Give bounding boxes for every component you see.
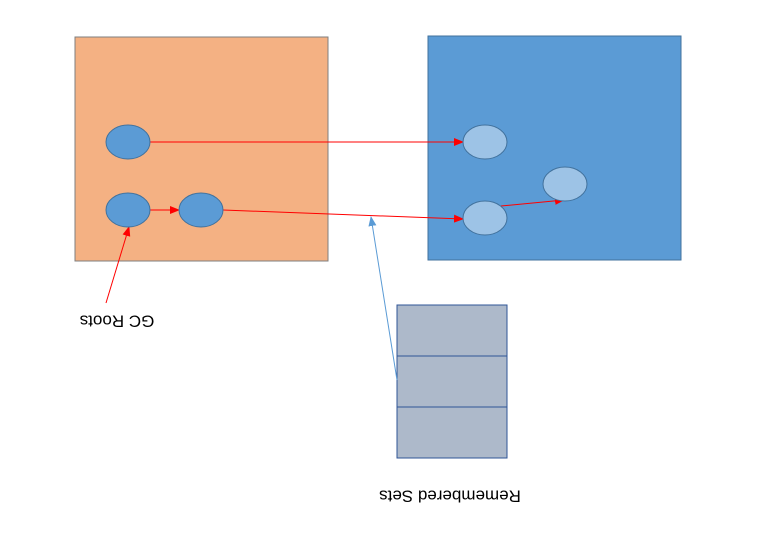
remembered-set-cell	[396, 355, 508, 408]
object-node	[462, 124, 508, 160]
object-node	[178, 192, 224, 228]
remembered-set-table	[396, 304, 508, 459]
object-node	[542, 166, 588, 202]
object-node	[105, 124, 151, 160]
object-node	[462, 200, 508, 236]
gc-roots-label: GC Roots	[80, 312, 155, 331]
reference-arrow	[222, 209, 464, 223]
remembered-set-cell	[396, 406, 508, 459]
object-node	[105, 192, 151, 228]
reference-arrow	[500, 196, 565, 207]
gc-roots-arrow	[105, 226, 131, 304]
remembered-set-arrow	[368, 216, 398, 381]
remembered-set-cell	[396, 304, 508, 357]
remembered-sets-label: Remembered Sets	[379, 487, 521, 506]
